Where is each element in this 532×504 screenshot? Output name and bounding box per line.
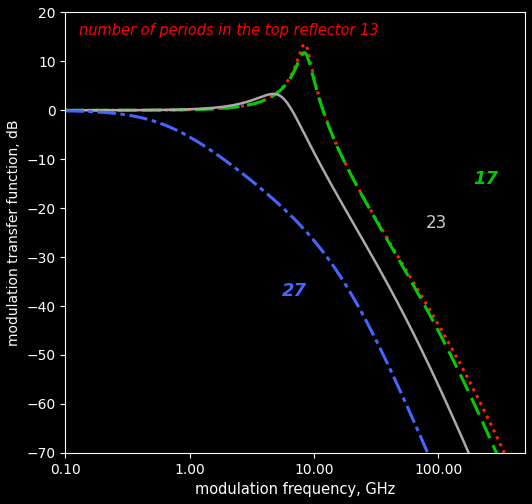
X-axis label: modulation frequency, GHz: modulation frequency, GHz [195, 482, 395, 497]
Text: 17: 17 [473, 170, 498, 188]
Text: 23: 23 [426, 214, 447, 232]
Text: 27: 27 [282, 282, 307, 300]
Y-axis label: modulation transfer function, dB: modulation transfer function, dB [7, 119, 21, 346]
Text: number of periods in the top reflector 13: number of periods in the top reflector 1… [79, 24, 379, 38]
